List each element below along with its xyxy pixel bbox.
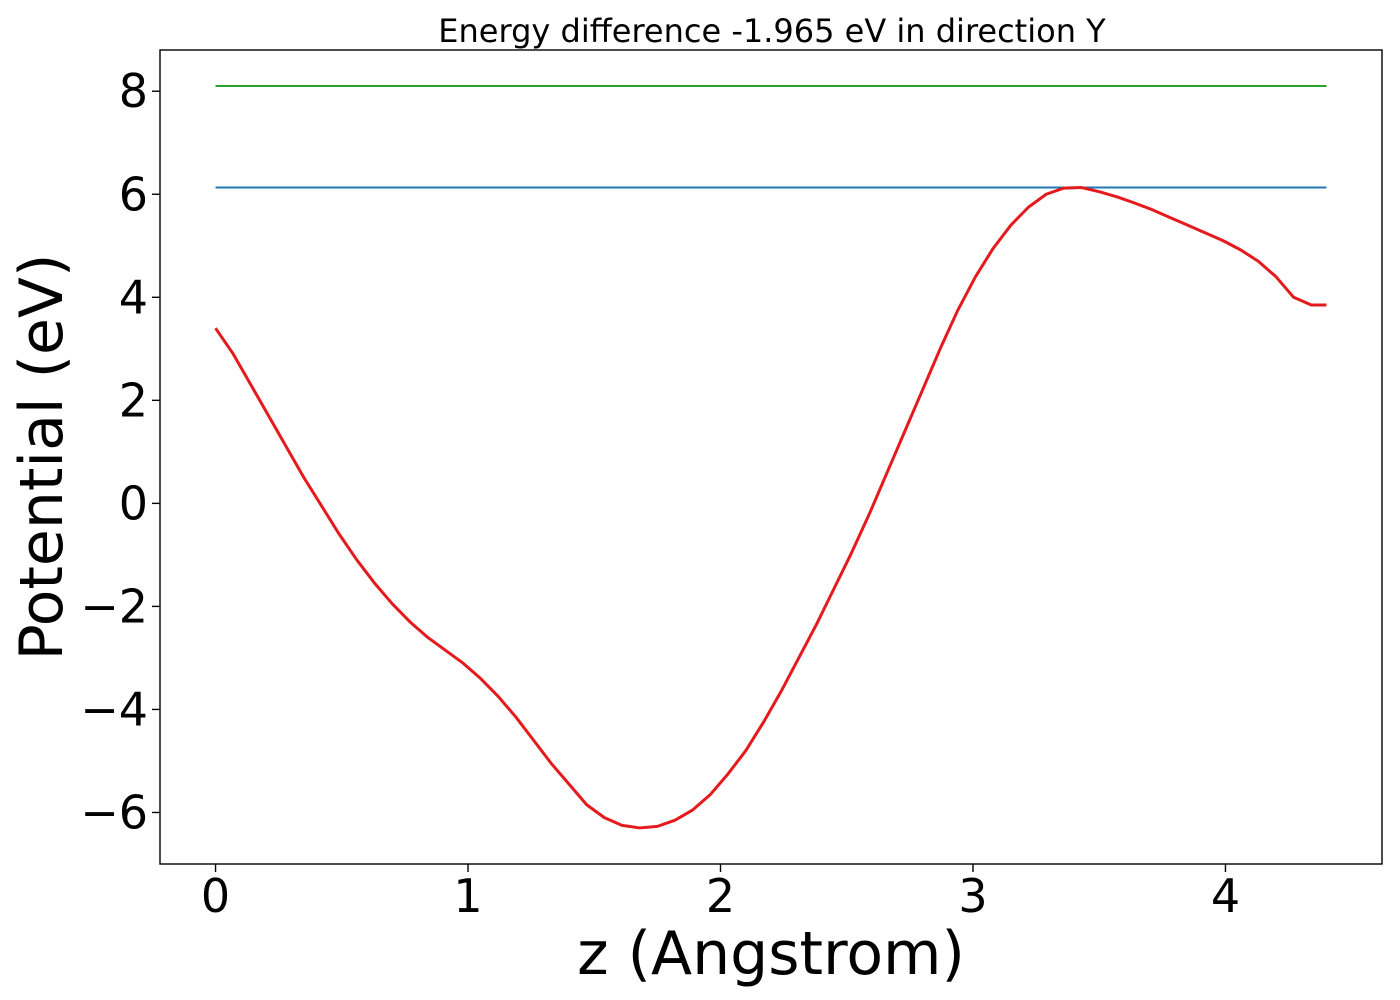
y-tick-label: 4 — [119, 270, 148, 324]
y-tick-label: 0 — [119, 476, 148, 530]
y-axis-label: Potential (eV) — [7, 254, 77, 661]
y-tick-label: −4 — [80, 682, 148, 736]
x-tick-label: 3 — [958, 869, 987, 923]
x-tick-label: 1 — [453, 869, 482, 923]
y-axis-ticks: −6 −4 −2 0 2 4 6 8 — [80, 64, 160, 839]
x-tick-label: 2 — [706, 869, 735, 923]
plot-area-frame — [159, 49, 1383, 865]
y-tick-label: 6 — [119, 167, 148, 221]
series-line-2 — [214, 186, 1327, 830]
x-axis-ticks: 0 1 2 3 4 — [201, 864, 1240, 923]
y-tick-label: 8 — [119, 64, 148, 118]
y-tick-label: −2 — [80, 579, 148, 633]
y-tick-label: −6 — [80, 785, 148, 839]
x-tick-label: 0 — [201, 869, 230, 923]
x-tick-label: 4 — [1211, 869, 1240, 923]
series-layer — [214, 85, 1327, 830]
x-axis-label: z (Angstrom) — [577, 919, 965, 989]
y-tick-label: 2 — [119, 373, 148, 427]
chart-title: Energy difference -1.965 eV in direction… — [438, 12, 1106, 50]
